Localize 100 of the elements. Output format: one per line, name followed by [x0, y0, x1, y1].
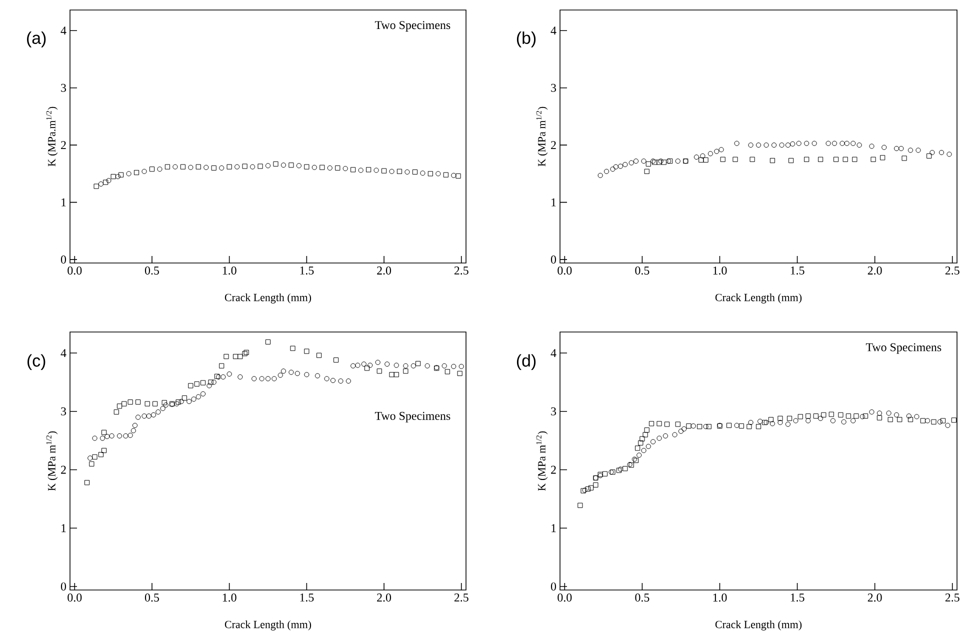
point [265, 376, 271, 382]
point [830, 418, 836, 424]
point [182, 395, 188, 401]
text: (d) [516, 354, 536, 370]
point [122, 401, 127, 406]
point [116, 404, 122, 409]
point [156, 409, 161, 415]
y-tick-label: 4 [550, 26, 556, 35]
point [778, 416, 783, 421]
point [622, 162, 628, 168]
text: (c) [28, 354, 46, 370]
text: (b) [516, 32, 536, 48]
x-tick-label: 2.0 [868, 266, 882, 275]
point [89, 461, 94, 466]
point [945, 422, 950, 428]
point [906, 414, 912, 419]
point [104, 434, 110, 440]
point [746, 424, 752, 430]
point [706, 424, 712, 430]
point [756, 424, 762, 430]
x-tick-label: 2.0 [868, 594, 882, 602]
point [355, 362, 360, 368]
x-tick-label: 2.5 [945, 266, 960, 275]
point [350, 167, 356, 172]
point [661, 160, 666, 165]
point [764, 142, 769, 148]
point [644, 428, 650, 433]
point [394, 362, 399, 368]
point [224, 354, 229, 360]
x-tick-label: 1.0 [222, 266, 236, 275]
point [394, 372, 399, 378]
point [585, 486, 590, 492]
point [636, 452, 642, 458]
y-axis-title: K (MPa m$^{1/2}$) [536, 431, 548, 491]
x-tick-label: 0.5 [635, 266, 650, 275]
point [366, 167, 372, 172]
point [734, 422, 740, 428]
point [931, 419, 936, 424]
point [894, 146, 900, 152]
point [92, 436, 98, 441]
annotation: Two Specimens [374, 412, 450, 422]
point [640, 436, 645, 442]
point [442, 363, 447, 368]
point [578, 502, 583, 508]
point [675, 422, 680, 427]
point [690, 423, 696, 429]
point [758, 418, 763, 424]
point [162, 400, 167, 406]
annotation: Two Specimens [866, 343, 942, 354]
point [785, 422, 791, 427]
text: (a) [27, 32, 46, 48]
y-axis-title: K (MPa m$^{1/2}$) [536, 106, 548, 166]
point [779, 142, 784, 148]
point [206, 383, 212, 388]
annotation: Two Specimens [374, 21, 450, 32]
y-tick-label: 3 [61, 407, 66, 416]
point [882, 144, 887, 150]
point [844, 140, 850, 146]
x-tick-label: 0.5 [144, 594, 159, 602]
point [324, 376, 330, 382]
point [880, 155, 886, 160]
point [876, 415, 882, 420]
point [196, 394, 201, 400]
point [664, 422, 670, 427]
point [128, 432, 133, 438]
point [258, 164, 263, 169]
x-tick-label: 2.0 [377, 266, 392, 275]
point [412, 169, 418, 175]
point [750, 156, 755, 162]
point [937, 419, 943, 424]
y-tick-label: 4 [60, 349, 66, 357]
point [196, 164, 201, 170]
point [894, 412, 900, 418]
point [265, 163, 271, 168]
y-tick-label: 1 [552, 198, 556, 206]
point [738, 423, 744, 429]
point [770, 421, 776, 426]
y-tick-label: 2 [61, 141, 66, 150]
y-tick-label: 1 [62, 524, 66, 532]
point [650, 439, 656, 444]
point [610, 166, 616, 172]
point [790, 141, 796, 146]
y-tick-label: 4 [550, 349, 556, 357]
point [840, 140, 845, 146]
point [850, 140, 856, 146]
point [828, 412, 834, 417]
point [136, 414, 141, 420]
y-tick-label: 2 [551, 141, 556, 150]
point [334, 357, 339, 363]
y-tick-label: 3 [551, 407, 556, 416]
point [675, 158, 680, 164]
x-axis-title: Crack Length (mm) [224, 620, 312, 630]
point [314, 373, 320, 378]
point [642, 432, 648, 438]
point [186, 398, 192, 404]
point [604, 168, 610, 174]
point [116, 433, 122, 438]
point [888, 417, 893, 422]
x-tick-label: 0.0 [558, 266, 572, 275]
point [381, 168, 387, 174]
